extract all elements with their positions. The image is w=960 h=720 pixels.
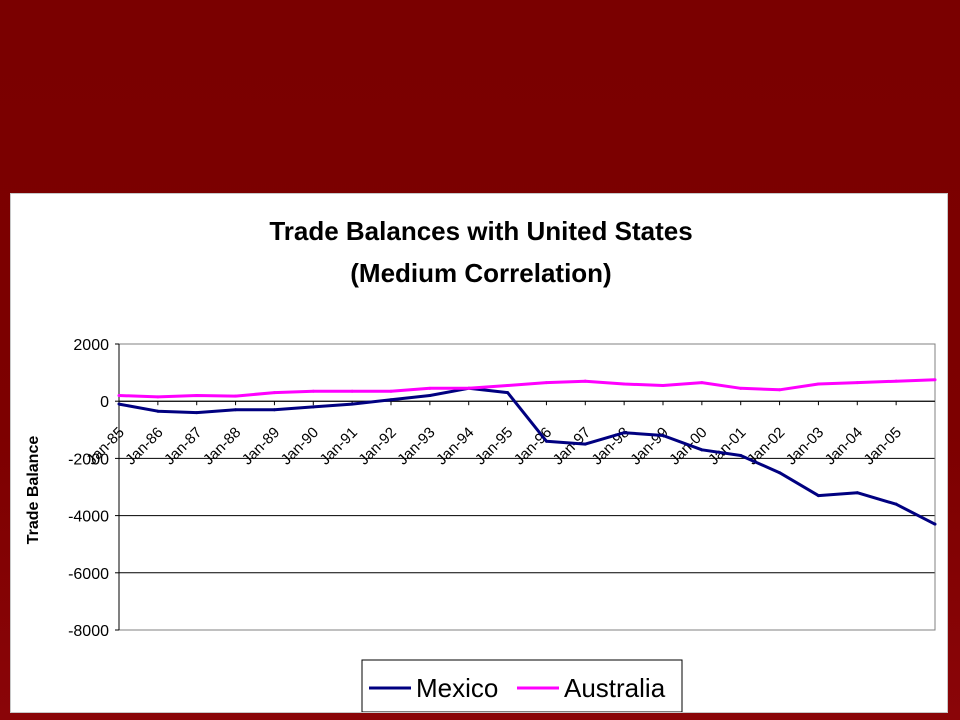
x-tick-label: Jan-88 <box>200 424 244 468</box>
x-tick-label: Jan-90 <box>278 424 322 468</box>
data-point-mexico <box>661 434 665 438</box>
data-point-mexico <box>272 408 276 412</box>
chart-title-line-1: Trade Balances with United States <box>269 216 692 246</box>
x-tick-label: Jan-02 <box>744 424 788 468</box>
data-point-australia <box>389 389 393 393</box>
data-point-mexico <box>311 405 315 409</box>
x-tick-label: Jan-94 <box>433 424 477 468</box>
data-point-australia <box>778 388 782 392</box>
data-point-mexico <box>506 391 510 395</box>
data-point-australia <box>195 393 199 397</box>
legend-label-australia: Australia <box>564 673 666 703</box>
plot-border <box>118 343 936 631</box>
plot-area <box>118 343 936 631</box>
data-point-mexico <box>700 448 704 452</box>
data-point-australia <box>467 386 471 390</box>
series-line-mexico <box>118 386 936 526</box>
data-point-australia <box>350 389 354 393</box>
data-point-australia <box>544 381 548 385</box>
data-point-australia <box>855 381 859 385</box>
data-point-australia <box>661 383 665 387</box>
series-lines <box>117 378 937 526</box>
data-point-australia <box>700 381 704 385</box>
x-tick-label: Jan-92 <box>355 424 399 468</box>
data-point-mexico <box>428 393 432 397</box>
x-tick-label: Jan-86 <box>122 424 166 468</box>
data-point-mexico <box>583 442 587 446</box>
y-tick-label: -4000 <box>68 509 109 526</box>
data-point-australia <box>933 378 937 382</box>
x-tick-label: Jan-99 <box>627 424 671 468</box>
legend-box <box>361 659 683 712</box>
data-point-australia <box>816 382 820 386</box>
x-tick-label: Jan-05 <box>861 424 905 468</box>
chart-svg: Trade Balances with United States (Mediu… <box>25 216 937 712</box>
x-tick-label: Jan-96 <box>511 424 555 468</box>
data-point-australia <box>583 379 587 383</box>
x-tick-label: Jan-91 <box>317 424 361 468</box>
y-axis-label: Trade Balance <box>25 436 42 545</box>
y-tick-label: -8000 <box>68 623 109 640</box>
legend-label-mexico: Mexico <box>416 673 498 703</box>
data-point-australia <box>234 394 238 398</box>
y-axis-ticks: 2000 0 -2000 -4000 -6000 -8000 <box>68 337 119 640</box>
data-point-australia <box>506 383 510 387</box>
data-point-australia <box>622 382 626 386</box>
chart-title-line-2: (Medium Correlation) <box>350 258 611 288</box>
data-point-mexico <box>622 431 626 435</box>
x-tick-label: Jan-93 <box>394 424 438 468</box>
data-point-mexico <box>778 471 782 475</box>
series-line-australia <box>118 378 936 399</box>
data-point-mexico <box>739 454 743 458</box>
data-point-mexico <box>544 439 548 443</box>
legend: Mexico Australia <box>361 659 683 712</box>
data-point-australia <box>311 389 315 393</box>
x-tick-label: Jan-97 <box>550 424 594 468</box>
gridlines <box>119 343 935 631</box>
data-point-australia <box>156 395 160 399</box>
data-point-australia <box>428 386 432 390</box>
x-tick-label: Jan-03 <box>783 424 827 468</box>
data-point-mexico <box>389 398 393 402</box>
x-tick-label: Jan-01 <box>705 424 749 468</box>
y-tick-label: 2000 <box>73 337 109 354</box>
x-tick-label: Jan-89 <box>239 424 283 468</box>
data-point-australia <box>894 379 898 383</box>
data-point-mexico <box>234 408 238 412</box>
data-point-mexico <box>117 402 121 406</box>
data-point-mexico <box>350 402 354 406</box>
data-point-mexico <box>195 411 199 415</box>
data-point-australia <box>117 393 121 397</box>
data-point-mexico <box>816 494 820 498</box>
x-tick-label: Jan-98 <box>589 424 633 468</box>
y-tick-label: 0 <box>100 394 109 411</box>
x-tick-label: Jan-04 <box>822 424 866 468</box>
chart-title: Trade Balances with United States (Mediu… <box>269 216 692 288</box>
x-tick-label: Jan-95 <box>472 424 516 468</box>
data-point-mexico <box>933 522 937 526</box>
y-tick-label: -6000 <box>68 566 109 583</box>
data-point-mexico <box>855 491 859 495</box>
data-point-mexico <box>156 409 160 413</box>
y-tick-label: -2000 <box>68 451 109 468</box>
data-point-mexico <box>894 502 898 506</box>
data-point-australia <box>272 391 276 395</box>
chart-panel: Trade Balances with United States (Mediu… <box>10 193 948 713</box>
x-tick-label: Jan-87 <box>161 424 205 468</box>
data-point-australia <box>739 386 743 390</box>
